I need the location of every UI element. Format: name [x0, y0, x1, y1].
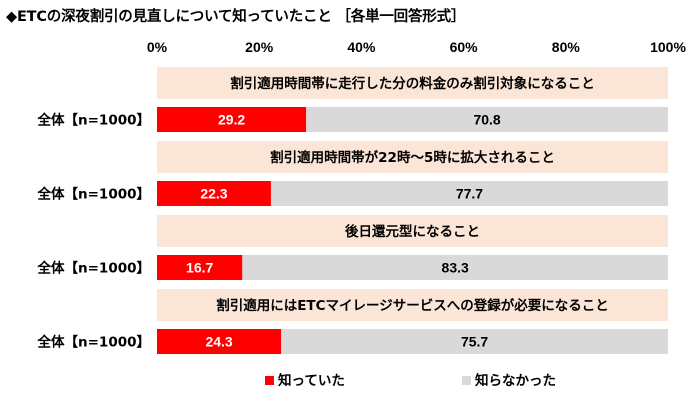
legend-label: 知っていた — [278, 372, 345, 389]
question-box — [157, 141, 668, 173]
bar-unknown — [306, 107, 668, 132]
data-label: 70.8 — [473, 112, 500, 128]
x-tick-label: 40% — [347, 39, 376, 55]
question-label: 割引適用時間帯が22時～5時に拡大されること — [270, 149, 555, 166]
data-label: 29.2 — [218, 112, 245, 128]
question-box — [157, 289, 668, 321]
question-label: 割引適用にはETCマイレージサービスへの登録が必要になること — [216, 297, 609, 314]
x-tick-label: 80% — [552, 39, 581, 55]
row-label: 全体【n=1000】 — [37, 112, 151, 129]
chart-title: ◆ETCの深夜割引の見直しについて知っていたこと ［各単一回答形式］ — [6, 9, 466, 25]
bar-known — [157, 181, 271, 206]
bar-known — [157, 255, 243, 280]
data-label: 83.3 — [442, 260, 469, 276]
x-tick-label: 60% — [450, 39, 479, 55]
question-label: 割引適用時間帯に走行した分の料金のみ割引対象になること — [230, 75, 595, 92]
question-box — [157, 215, 668, 247]
x-tick-label: 20% — [245, 39, 274, 55]
bar-unknown — [281, 329, 668, 354]
data-label: 22.3 — [200, 186, 227, 202]
legend-swatch-known — [265, 376, 274, 385]
row-label: 全体【n=1000】 — [37, 334, 151, 351]
row-label: 全体【n=1000】 — [37, 260, 151, 277]
bar-unknown — [270, 181, 668, 206]
data-label: 77.7 — [456, 186, 483, 202]
bar-unknown — [242, 255, 668, 280]
data-label: 16.7 — [186, 260, 213, 276]
question-box — [157, 67, 668, 99]
data-label: 24.3 — [205, 334, 232, 350]
legend-label: 知らなかった — [475, 372, 556, 389]
x-tick-label: 0% — [147, 39, 168, 55]
row-label: 全体【n=1000】 — [37, 186, 151, 203]
legend-swatch-unknown — [462, 376, 471, 385]
bar-known — [157, 329, 282, 354]
bar-known — [157, 107, 307, 132]
question-label: 後日還元型になること — [345, 223, 480, 240]
data-label: 75.7 — [461, 334, 488, 350]
x-tick-label: 100% — [650, 39, 686, 55]
